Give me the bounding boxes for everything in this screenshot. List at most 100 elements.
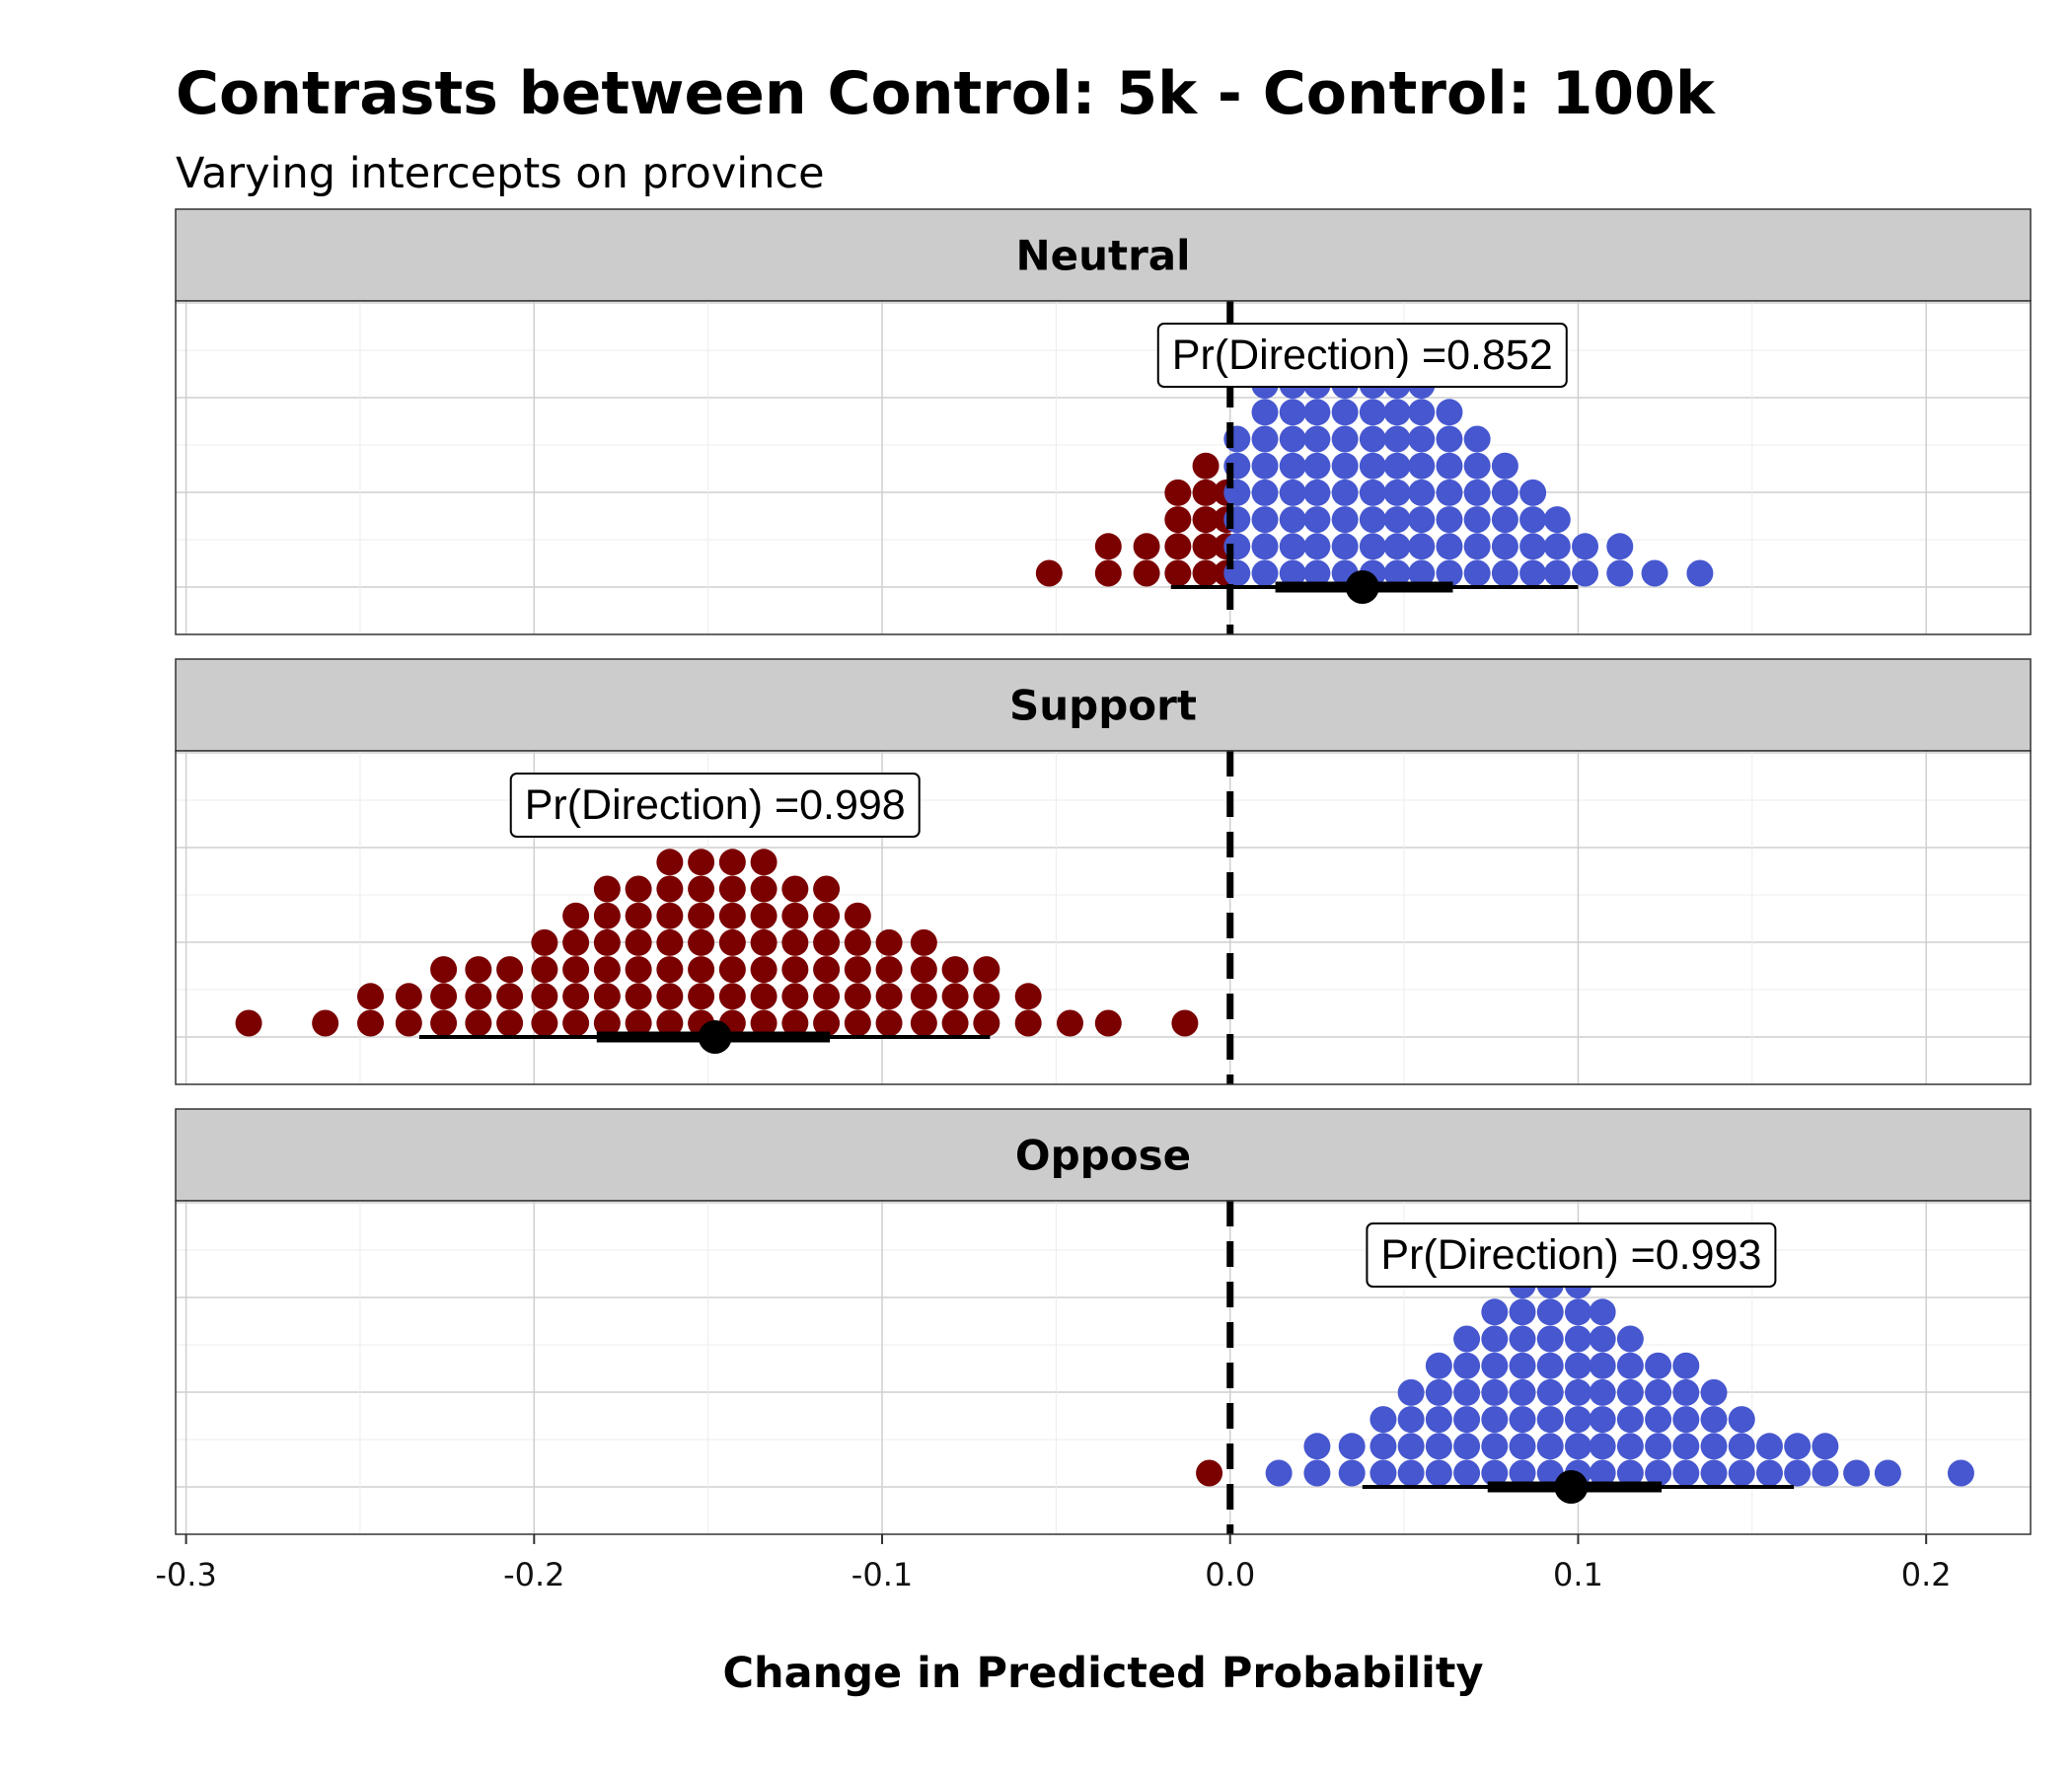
dot: [844, 928, 871, 956]
dot: [465, 1009, 492, 1037]
dot: [1338, 1433, 1366, 1460]
dot: [1564, 1352, 1591, 1379]
dot: [1509, 1298, 1536, 1326]
dot: [813, 983, 841, 1010]
dot: [1463, 452, 1491, 480]
dot: [1543, 559, 1571, 587]
dot: [1453, 1352, 1481, 1379]
dot: [1251, 452, 1279, 480]
dot: [1700, 1378, 1728, 1406]
dot: [1279, 425, 1306, 453]
dot: [1359, 506, 1386, 534]
dot: [781, 956, 809, 984]
dot: [531, 1009, 558, 1037]
dot: [1463, 479, 1491, 506]
dot: [1279, 452, 1306, 480]
dot: [1564, 1406, 1591, 1434]
dot: [1463, 533, 1491, 560]
dot: [941, 983, 969, 1010]
chart-subtitle: Varying intercepts on province: [176, 149, 825, 198]
dot: [1436, 479, 1463, 506]
dot: [1359, 479, 1386, 506]
dot: [1251, 533, 1279, 560]
dot: [562, 983, 590, 1010]
dot: [1536, 1378, 1564, 1406]
dot: [1843, 1459, 1871, 1487]
dot: [1645, 1406, 1672, 1434]
pd-label: Pr(Direction) =0.993: [1366, 1222, 1777, 1288]
dot: [875, 928, 903, 956]
dot: [1094, 559, 1122, 587]
dot: [1616, 1406, 1644, 1434]
dot: [1408, 533, 1436, 560]
dot: [1491, 452, 1518, 480]
dot: [1509, 1406, 1536, 1434]
dot: [1014, 983, 1042, 1010]
facet-strip-label: Support: [1009, 682, 1197, 730]
dot: [1331, 399, 1359, 426]
dot: [1543, 533, 1571, 560]
dot: [1700, 1406, 1728, 1434]
dot: [1481, 1459, 1509, 1487]
pd-label-text: Pr(Direction) =0.852: [1172, 332, 1553, 379]
dot: [1606, 559, 1634, 587]
dot: [1564, 1378, 1591, 1406]
dot: [1408, 506, 1436, 534]
dot: [593, 983, 621, 1010]
dot: [1616, 1378, 1644, 1406]
dot: [688, 849, 715, 876]
dot: [1397, 1459, 1425, 1487]
dot: [688, 956, 715, 984]
dot: [1383, 479, 1411, 506]
facet-panel-neutral: Neutral Pr(Direction) =0.852: [175, 208, 2032, 635]
dot: [1359, 399, 1386, 426]
dot: [1728, 1433, 1755, 1460]
dot: [625, 902, 652, 929]
point-estimate: [1345, 570, 1379, 604]
dot: [750, 928, 777, 956]
dot: [656, 875, 684, 903]
dot: [1436, 506, 1463, 534]
dot: [973, 983, 1000, 1010]
dot: [1425, 1352, 1452, 1379]
dot: [562, 928, 590, 956]
dot: [1436, 399, 1463, 426]
facet-strip-label: Neutral: [1015, 232, 1190, 280]
dot: [593, 956, 621, 984]
dot: [1056, 1009, 1083, 1037]
dot: [625, 928, 652, 956]
dot: [593, 875, 621, 903]
dot: [973, 956, 1000, 984]
dot: [1509, 1459, 1536, 1487]
dot: [625, 956, 652, 984]
dot: [1303, 399, 1331, 426]
dot: [1453, 1406, 1481, 1434]
dot: [496, 956, 524, 984]
dot: [1383, 452, 1411, 480]
dot: [781, 1009, 809, 1037]
dot: [1672, 1433, 1700, 1460]
dot: [1303, 1459, 1331, 1487]
dot: [1589, 1433, 1616, 1460]
dot: [1251, 479, 1279, 506]
dot: [1303, 533, 1331, 560]
facet-strip: [175, 208, 2032, 302]
dot: [1589, 1406, 1616, 1434]
dot: [1491, 479, 1518, 506]
dot: [1303, 1433, 1331, 1460]
dot: [1616, 1325, 1644, 1353]
dot: [688, 875, 715, 903]
dot: [430, 1009, 458, 1037]
dot: [1463, 506, 1491, 534]
dot: [1589, 1298, 1616, 1326]
dot: [1383, 425, 1411, 453]
dot: [1509, 1433, 1536, 1460]
pd-label-box: [1366, 1222, 1777, 1288]
dot: [656, 928, 684, 956]
dot: [1463, 425, 1491, 453]
dot: [1536, 1406, 1564, 1434]
dot: [1425, 1406, 1452, 1434]
facet-panels: Neutral Pr(Direction) =0.852 Support Pr(Dir…: [175, 208, 2032, 1535]
dot: [1383, 506, 1411, 534]
